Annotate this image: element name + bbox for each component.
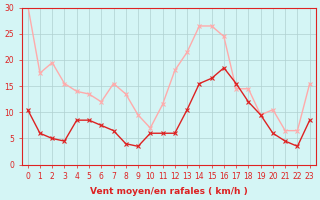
- X-axis label: Vent moyen/en rafales ( km/h ): Vent moyen/en rafales ( km/h ): [90, 187, 248, 196]
